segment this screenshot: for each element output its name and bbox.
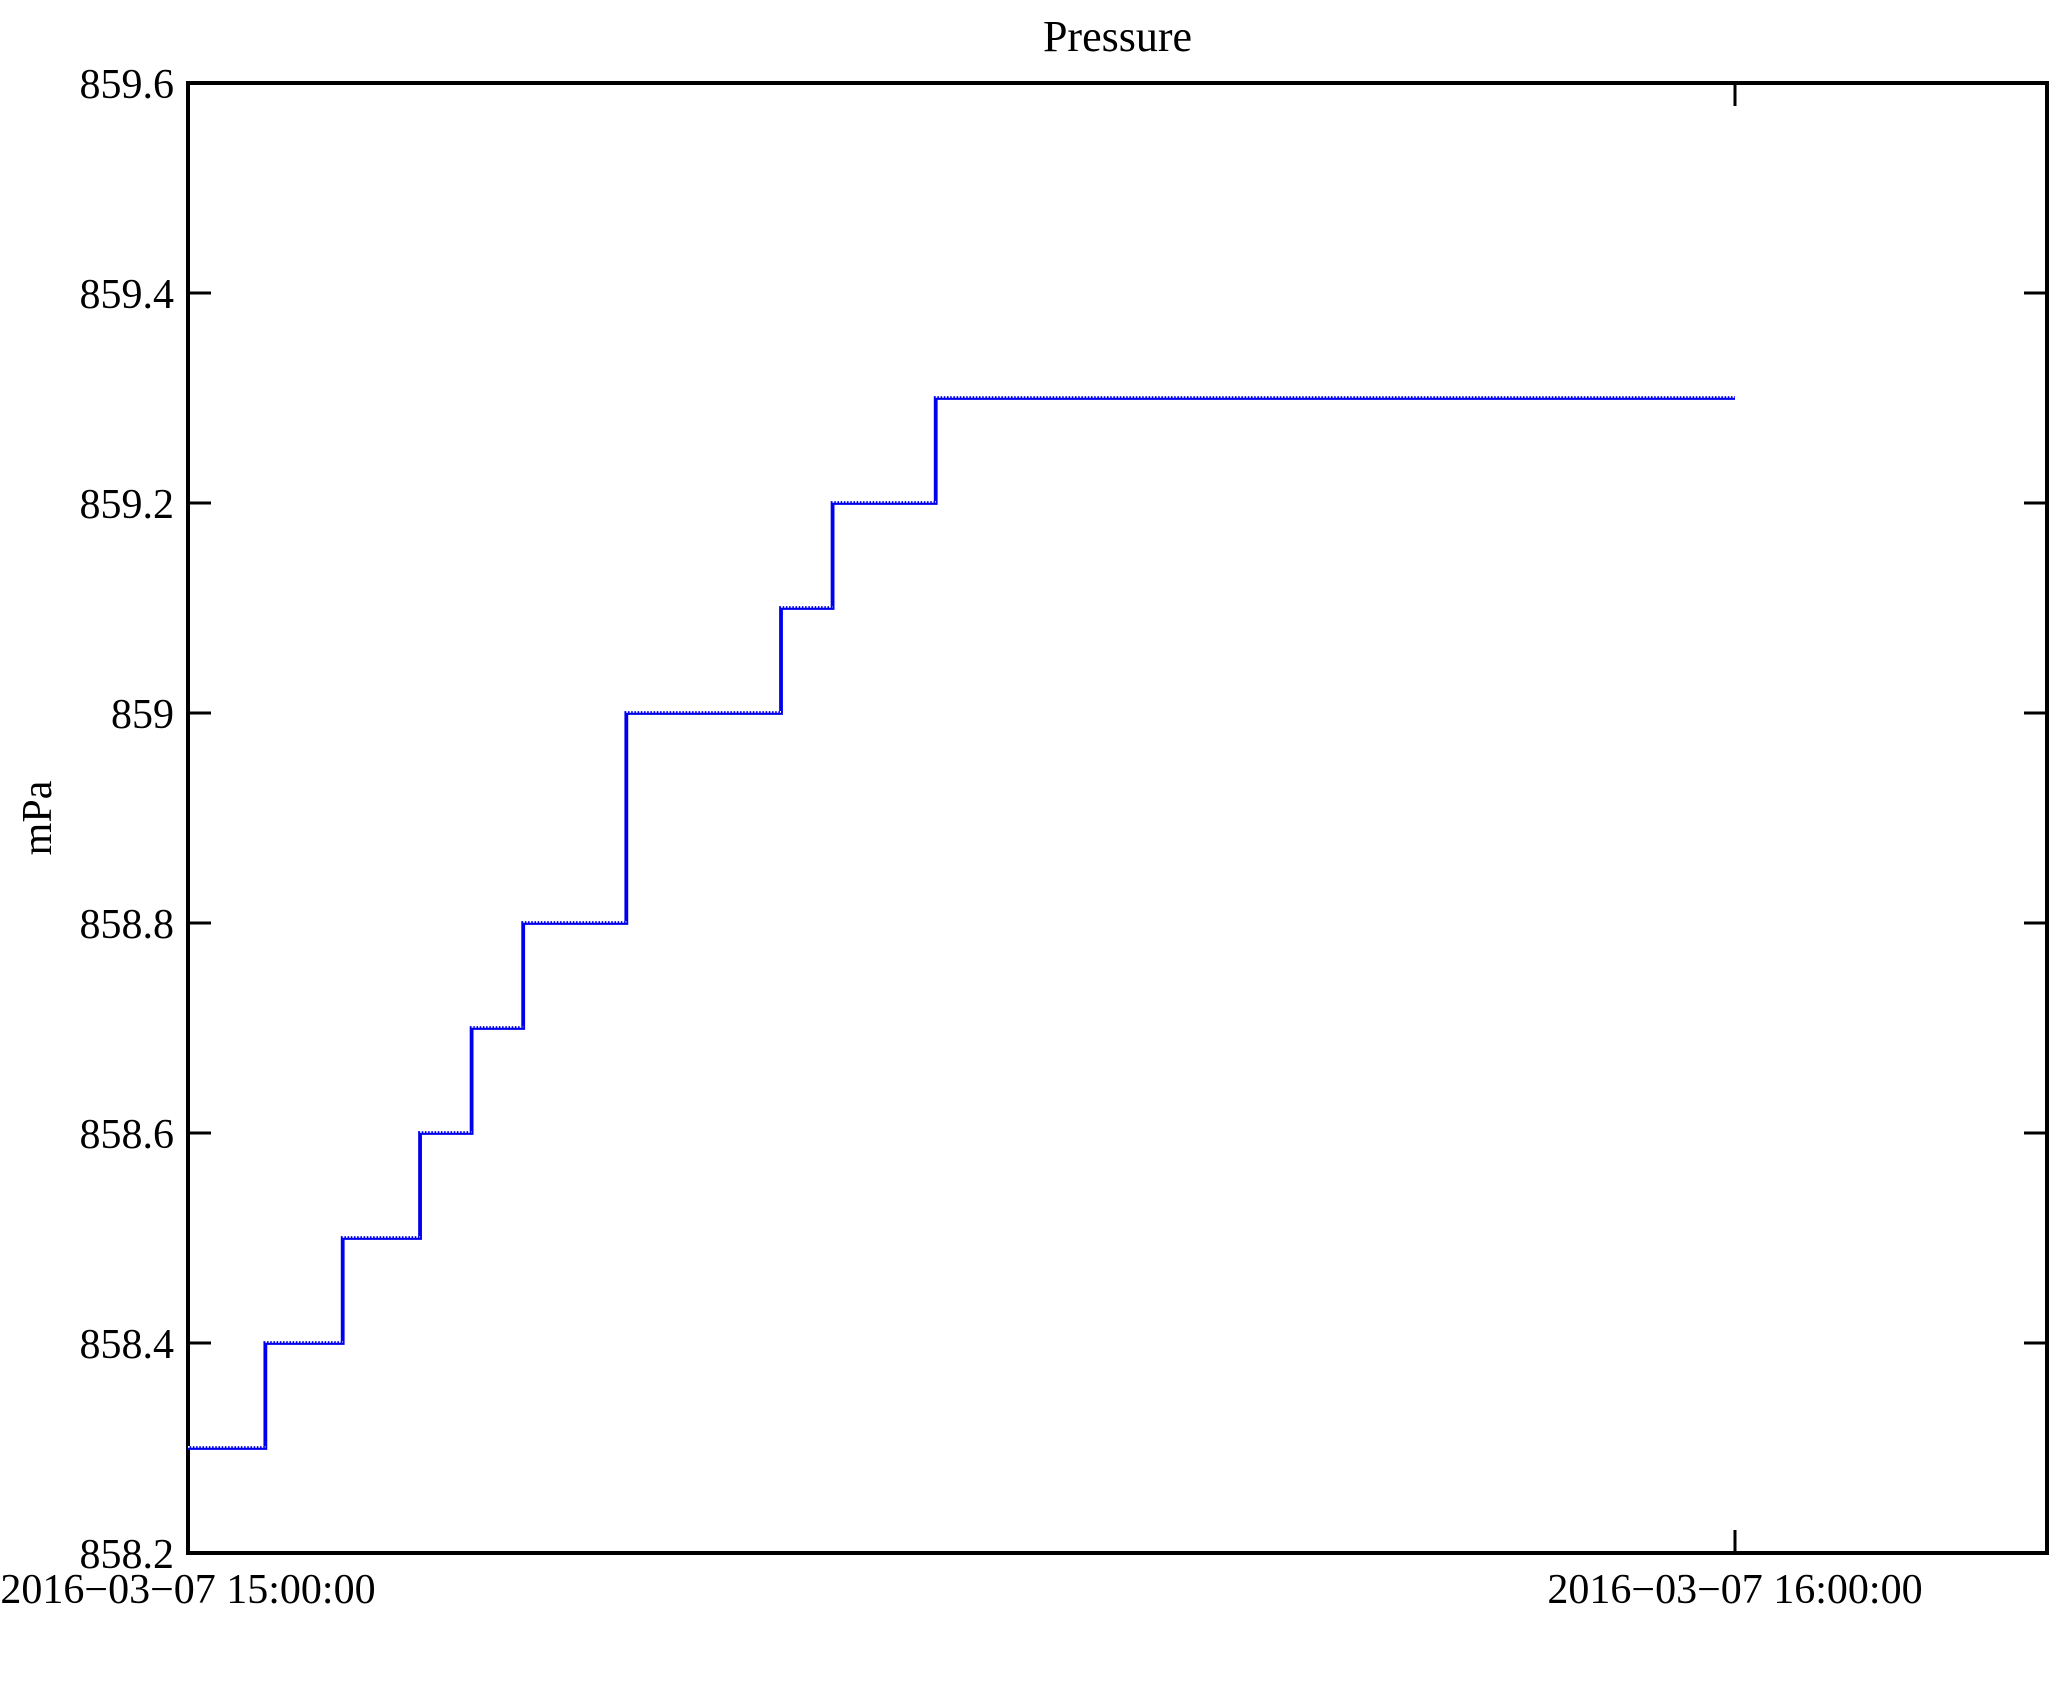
- y-tick-label: 858.6: [80, 1112, 175, 1158]
- y-tick-label: 859: [111, 692, 174, 738]
- y-tick-label: 858.8: [80, 902, 175, 948]
- y-tick-label: 859.4: [80, 272, 175, 318]
- y-tick-label: 858.4: [80, 1322, 175, 1368]
- chart-title: Pressure: [1042, 12, 1193, 61]
- y-tick-label: 858.2: [80, 1532, 175, 1578]
- x-tick-label: 2016−03−07 16:00:00: [1547, 1567, 1922, 1613]
- pressure-series-line-dot-texture: [188, 396, 1735, 1448]
- y-tick-label: 859.6: [80, 62, 175, 108]
- plot-border: [186, 81, 2049, 1555]
- pressure-series-line: [188, 396, 1735, 1450]
- x-tick-label: 2016−03−07 15:00:00: [0, 1567, 375, 1613]
- y-tick-label: 859.2: [80, 482, 175, 528]
